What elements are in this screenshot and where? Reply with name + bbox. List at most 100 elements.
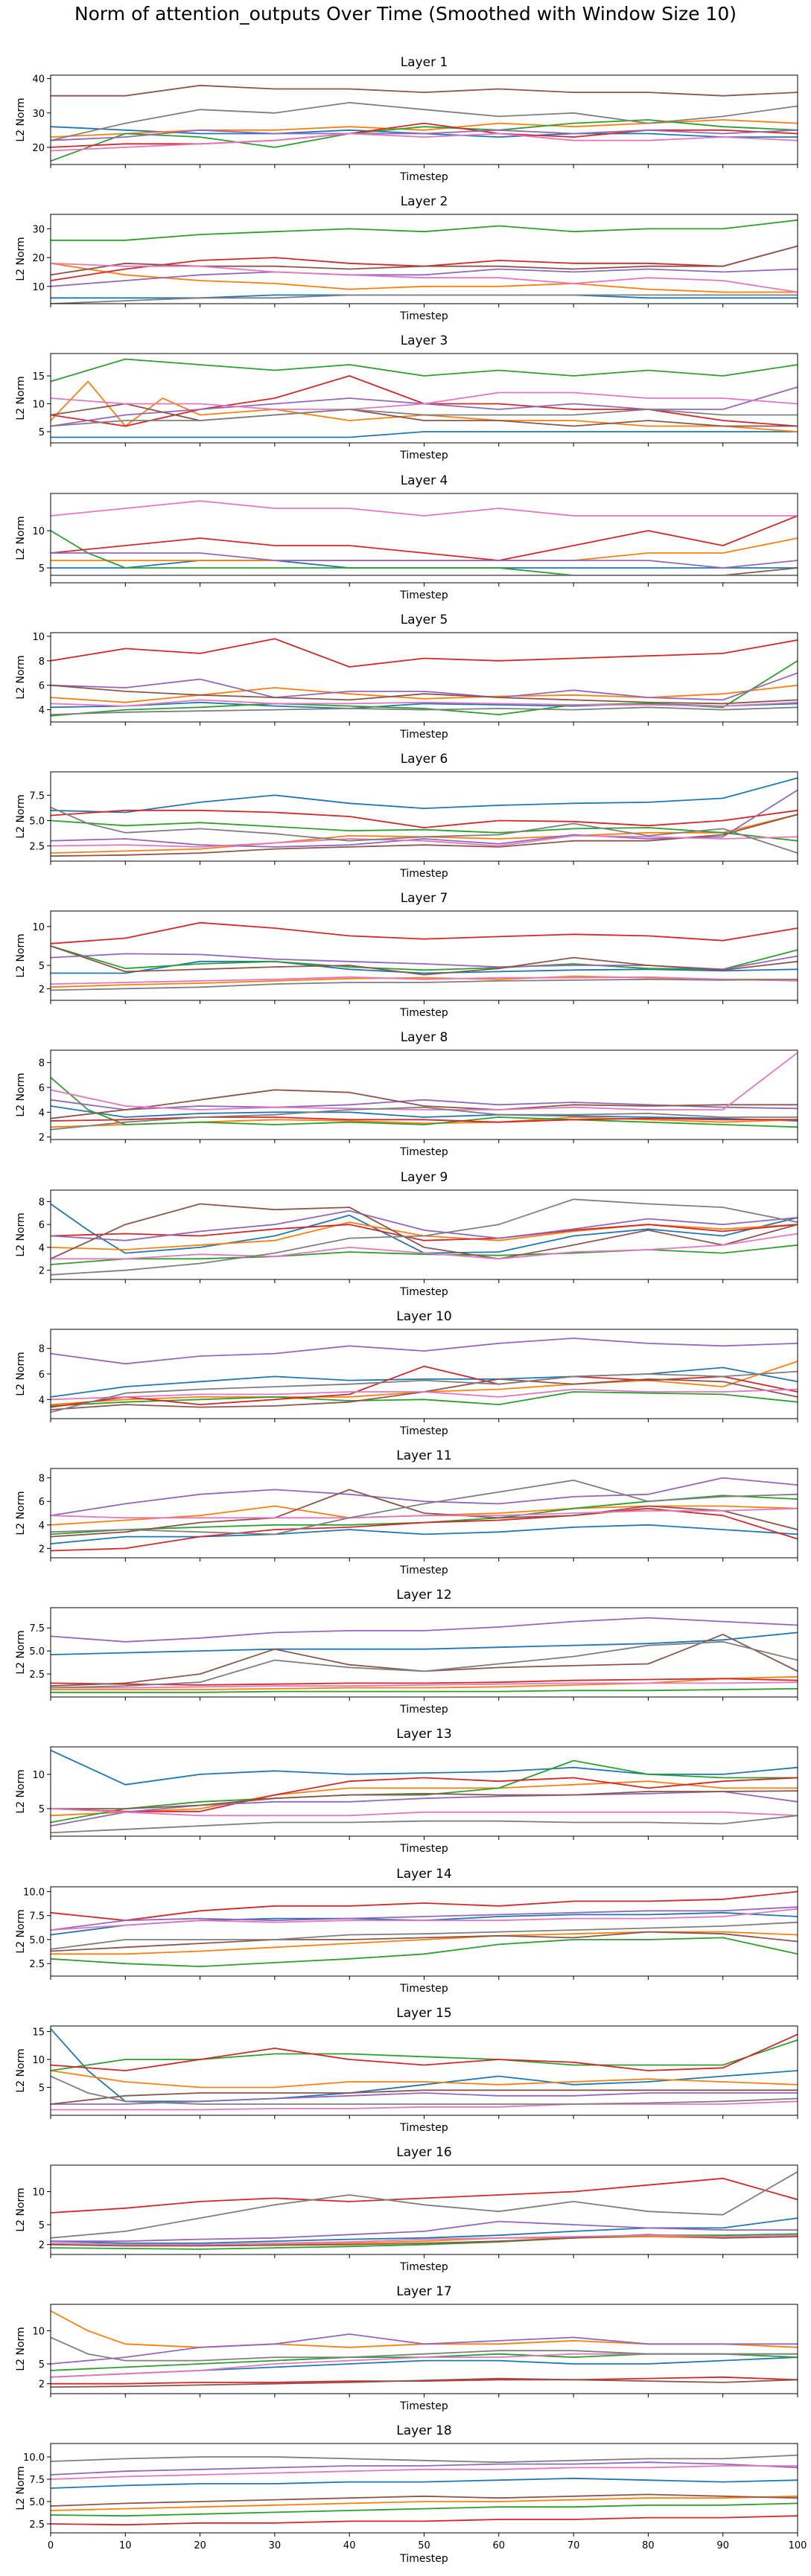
series-line-5 [51, 129, 798, 141]
x-axis-label: Timestep [399, 1983, 448, 1995]
y-tick-label: 4 [39, 1395, 45, 1406]
series-line-5 [51, 1337, 798, 1365]
y-tick-label: 5 [39, 427, 45, 438]
series-line-6 [51, 84, 798, 97]
x-tick-label: 100 [789, 2540, 807, 2551]
chart-panel-layer-7: Layer 7 2 5 10 Timestep L2 Norm [15, 891, 798, 1019]
chart-title: Layer 4 [401, 473, 448, 488]
x-tick-label: 40 [343, 2540, 356, 2551]
y-axis-label: L2 Norm [15, 1630, 27, 1674]
series-line-8 [51, 1815, 798, 1834]
series-line-3 [51, 358, 798, 383]
chart-title: Layer 14 [396, 1867, 451, 1882]
series-line-5 [51, 2461, 798, 2476]
x-tick-label: 30 [269, 2540, 282, 2551]
y-axis-label: L2 Norm [15, 1212, 27, 1256]
y-tick-label: 2 [39, 2380, 45, 2391]
y-tick-label: 30 [32, 224, 45, 235]
y-tick-label: 2.5 [29, 842, 45, 853]
series-line-6 [51, 945, 798, 976]
series-line-7 [51, 1052, 798, 1110]
chart-title: Layer 9 [401, 1170, 448, 1185]
chart-title: Layer 12 [396, 1588, 451, 1602]
y-tick-label: 10 [32, 282, 45, 293]
series-line-8 [51, 1640, 798, 1689]
series-line-8 [51, 2171, 798, 2239]
series-line-7 [51, 835, 798, 848]
chart-title: Layer 13 [396, 1727, 451, 1742]
y-tick-label: 8 [39, 656, 45, 668]
chart-title: Layer 2 [401, 194, 448, 209]
chart-title: Layer 1 [401, 55, 448, 70]
plot-frame [50, 771, 798, 862]
series-line-2 [51, 1675, 798, 1691]
y-tick-label: 20 [32, 143, 45, 154]
series-line-2 [51, 1780, 798, 1817]
series-line-4 [51, 375, 798, 427]
series-line-8 [51, 1106, 798, 1131]
y-tick-label: 2 [39, 1544, 45, 1555]
series-line-6 [51, 2089, 798, 2105]
series-line-8 [51, 1921, 798, 1950]
chart-panel-layer-17: Layer 17 2 5 10 Timestep L2 Norm [15, 2284, 798, 2412]
chart-title: Layer 18 [396, 2423, 451, 2438]
series-line-2 [51, 2495, 798, 2511]
series-line-7 [51, 1908, 798, 1931]
series-line-5 [51, 268, 798, 287]
series-line-6 [51, 1790, 798, 1810]
chart-panel-layer-4: Layer 4 5 10 Timestep L2 Norm [15, 473, 798, 601]
chart-panel-layer-11: Layer 11 2 4 6 8 Timestep L2 Norm [15, 1448, 798, 1576]
y-tick-label: 2.5 [29, 2519, 45, 2531]
series-line-3 [51, 2502, 798, 2517]
y-tick-label: 10 [32, 400, 45, 411]
series-line-4 [51, 809, 798, 828]
y-tick-label: 2.5 [29, 1669, 45, 1681]
series-line-4 [51, 515, 798, 561]
series-line-7 [51, 2465, 798, 2480]
y-axis-label: L2 Norm [15, 1073, 27, 1116]
x-axis-label: Timestep [399, 2553, 448, 2565]
chart-panel-layer-5: Layer 5 4 6 8 10 Timestep L2 Norm [15, 613, 798, 741]
chart-panel-layer-18: Layer 18 2.5 5.0 7.5 10.0 0 10 20 30 40 50 60 70 80 90… [15, 2423, 807, 2565]
chart-panel-layer-8: Layer 8 2 4 6 8 Timestep L2 Norm [15, 1030, 798, 1158]
series-line-7 [51, 1808, 798, 1817]
y-tick-label: 2.5 [29, 1959, 45, 1970]
series-line-4 [51, 1365, 798, 1408]
x-tick-label: 20 [194, 2540, 206, 2551]
chart-panel-layer-2: Layer 2 10 20 30 Timestep L2 Norm [15, 194, 798, 322]
chart-title: Layer 16 [396, 2145, 451, 2160]
series-line-1 [51, 2477, 798, 2489]
chart-panel-layer-12: Layer 12 2.5 5.0 7.5 Timestep L2 Norm [15, 1588, 798, 1716]
series-line-8 [51, 1198, 798, 1276]
x-axis-label: Timestep [399, 2400, 448, 2412]
y-tick-label: 10.0 [23, 2452, 45, 2464]
y-tick-label: 4 [39, 1243, 45, 1254]
x-axis-label: Timestep [399, 1843, 448, 1855]
y-tick-label: 5 [39, 2220, 45, 2231]
y-tick-label: 5.0 [29, 816, 45, 827]
y-tick-label: 10.0 [23, 1887, 45, 1898]
series-line-7 [51, 391, 798, 410]
series-line-6 [51, 1931, 798, 1952]
y-tick-label: 6 [39, 1497, 45, 1508]
series-line-6 [51, 1089, 798, 1119]
y-tick-label: 8 [39, 1344, 45, 1355]
x-axis-label: Timestep [399, 450, 448, 461]
series-line-7 [51, 1507, 798, 1519]
series-line-3 [51, 819, 798, 842]
series-line-6 [51, 1203, 798, 1260]
series-line-8 [51, 706, 798, 715]
series-line-4 [51, 1116, 798, 1123]
series-line-8 [51, 2336, 798, 2362]
x-tick-label: 80 [642, 2540, 655, 2551]
y-tick-label: 6 [39, 1220, 45, 1231]
series-line-4 [51, 2515, 798, 2526]
chart-title: Layer 6 [401, 752, 448, 767]
y-tick-label: 5 [39, 2083, 45, 2094]
chart-panel-layer-3: Layer 3 5 10 15 Timestep L2 Norm [15, 333, 798, 461]
chart-panel-layer-16: Layer 16 2 5 10 Timestep L2 Norm [15, 2145, 798, 2273]
series-line-3 [51, 2039, 798, 2071]
series-line-8 [51, 2075, 798, 2105]
series-line-6 [51, 814, 798, 857]
series-line-4 [51, 638, 798, 668]
